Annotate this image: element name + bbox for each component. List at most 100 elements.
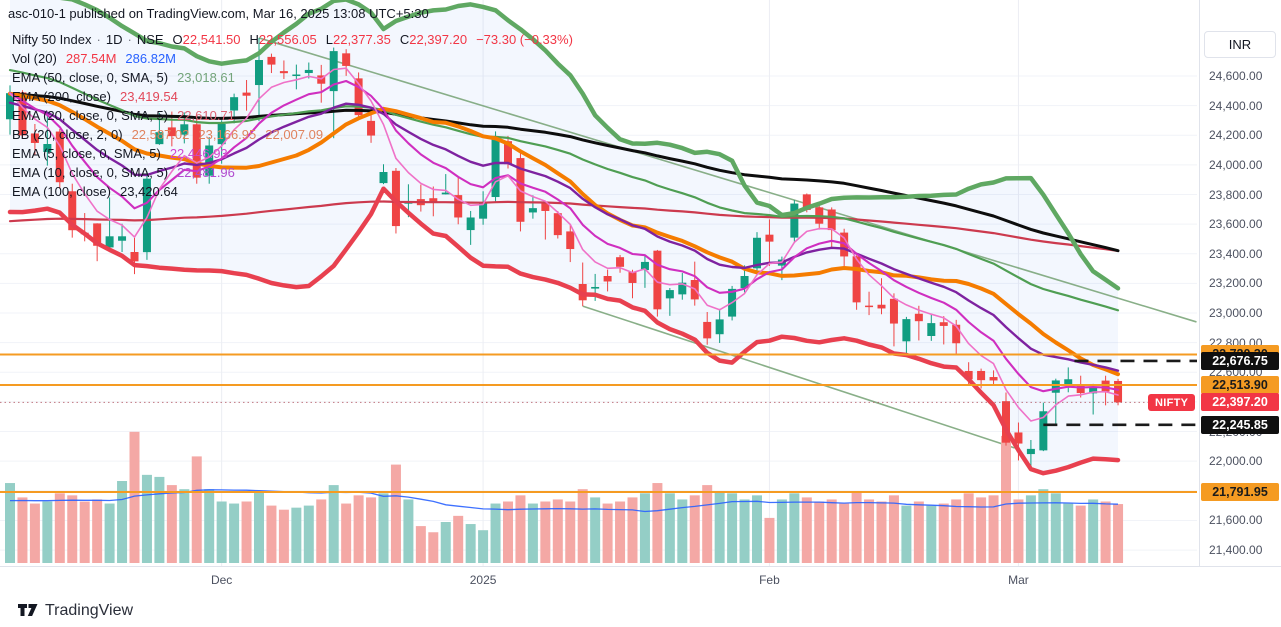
indicator-line	[9, 67, 1119, 422]
legend-label: EMA (200, close)	[12, 89, 111, 104]
candle-body	[479, 202, 488, 219]
trendline[interactable]	[258, 37, 1197, 323]
candle-body	[118, 236, 127, 241]
legend-row-volume[interactable]: Vol (20) 287.54M 286.82M	[12, 49, 573, 68]
legend-label: EMA (5, close, 0, SMA, 5)	[12, 146, 161, 161]
volume-bar	[901, 505, 912, 563]
candle-body	[852, 256, 861, 303]
legend-row-ema-10[interactable]: EMA (10, close, 0, SMA, 5) 22,481.96	[12, 163, 573, 182]
volume-bar	[714, 491, 725, 563]
volume-bar	[254, 491, 264, 563]
volume-bar	[104, 503, 115, 563]
symbol-title[interactable]: Nifty 50 Index	[12, 32, 92, 47]
separator-dot: ·	[96, 32, 101, 47]
bollinger-fill	[10, 0, 1118, 474]
volume-bar	[179, 489, 190, 563]
volume-bar	[552, 499, 563, 563]
ohlc-value: 22,541.50	[182, 32, 241, 47]
volume-bar	[129, 431, 140, 563]
volume-bar	[440, 522, 451, 563]
legend-row-ema-200[interactable]: EMA (200, close) 23,419.54	[12, 87, 573, 106]
symbol-interval[interactable]: 1D	[105, 32, 123, 47]
volume-bar	[926, 505, 937, 563]
volume-bar	[92, 499, 103, 563]
candle-body	[142, 178, 151, 253]
volume-bar	[79, 501, 90, 563]
volume-bar	[42, 501, 53, 563]
candle-body	[1026, 448, 1035, 455]
candle-body	[55, 131, 64, 183]
candle-body	[180, 124, 189, 135]
indicator-rows: Vol (20) 287.54M 286.82M EMA (50, close, 0,…	[12, 49, 573, 201]
legend-row-ema-20[interactable]: EMA (20, close, 0, SMA, 5) 22,610.71	[12, 106, 573, 125]
price-tick-label: 24,400.00	[1209, 98, 1263, 113]
candle-body	[93, 223, 102, 246]
volume-bar	[154, 476, 165, 563]
volume-bar	[1001, 435, 1011, 563]
legend-row-ema-50[interactable]: EMA (50, close, 0, SMA, 5) 23,018.61	[12, 68, 573, 87]
nifty-price-tag: NIFTY	[1148, 394, 1196, 412]
price-tick-label: 24,600.00	[1209, 69, 1263, 83]
symbol-legend-row[interactable]: Nifty 50 Index · 1D · NSE O22,541.50 H22,556.0…	[12, 30, 573, 49]
volume-bar	[316, 499, 327, 563]
legend-label: EMA (50, close, 0, SMA, 5)	[12, 70, 169, 85]
candle-body	[877, 304, 886, 309]
volume-bar	[191, 456, 202, 563]
candle-body	[68, 191, 77, 231]
candle-body	[342, 53, 351, 66]
candle-body	[192, 124, 201, 178]
volume-bar	[1088, 499, 1099, 563]
candle-body	[902, 319, 911, 342]
candle-body	[491, 136, 500, 198]
price-tick-label: 24,000.00	[1209, 157, 1263, 172]
volume-bar	[652, 483, 663, 563]
currency-button[interactable]: INR	[1204, 31, 1276, 58]
volume-bar	[801, 497, 812, 563]
tradingview-logo[interactable]: TradingView	[18, 602, 133, 620]
volume-bar	[739, 499, 750, 563]
volume-bar	[1013, 499, 1024, 563]
indicator-line	[8, 92, 1120, 253]
candle-body	[989, 377, 998, 381]
time-axis-label-dec: Dec	[210, 573, 233, 587]
legend-row-bb[interactable]: BB (20, close, 2, 0) 22,587.02 23,166.95 22…	[12, 125, 573, 144]
price-change: −73.30 (−0.33%)	[476, 32, 573, 47]
candle-body	[865, 305, 874, 308]
volume-bar	[540, 501, 551, 563]
volume-bar	[478, 530, 489, 563]
time-axis-label-2025: 2025	[469, 573, 497, 587]
volume-bar	[565, 501, 576, 563]
candle-body	[802, 194, 811, 210]
candle-body	[715, 319, 724, 335]
volume-bar	[1025, 495, 1036, 563]
price-tick-label: 24,200.00	[1209, 128, 1263, 143]
legend-value: 286.82M	[125, 51, 176, 66]
volume-bar	[864, 499, 875, 563]
legend-row-ema-5[interactable]: EMA (5, close, 0, SMA, 5) 22,446.93	[12, 144, 573, 163]
candle-body	[43, 144, 52, 152]
symbol-exchange[interactable]: NSE	[136, 32, 164, 47]
volume-ma-line	[9, 489, 1119, 513]
time-axis[interactable]: Dec 2025 Feb Mar	[0, 566, 1281, 595]
candle-body	[1089, 387, 1098, 394]
legend-row-ema-100[interactable]: EMA (100, close) 23,420.64	[12, 182, 573, 201]
price-axis-badge: 22,245.85	[1201, 415, 1279, 434]
candle-body	[167, 127, 176, 137]
volume-bar	[590, 497, 601, 563]
price-axis-badge: 22,676.75	[1201, 351, 1279, 370]
volume-bar	[527, 503, 538, 563]
price-tick-label: 23,800.00	[1209, 187, 1263, 202]
trendline[interactable]	[582, 305, 1015, 449]
volume-bar	[29, 503, 40, 563]
volume-bar	[963, 493, 974, 563]
candle-body	[603, 276, 612, 282]
volume-bar	[689, 495, 700, 563]
volume-bar	[54, 493, 65, 563]
volume-bar	[826, 499, 837, 563]
candle-body	[566, 231, 575, 250]
candle-body	[553, 213, 562, 236]
price-axis[interactable]: INR 24,600.00 24,400.00 24,200.00 24,000.00…	[1199, 0, 1281, 566]
indicator-legend: Nifty 50 Index · 1D · NSE O22,541.50 H22,556.0…	[12, 30, 573, 201]
volume-bar	[303, 505, 314, 563]
